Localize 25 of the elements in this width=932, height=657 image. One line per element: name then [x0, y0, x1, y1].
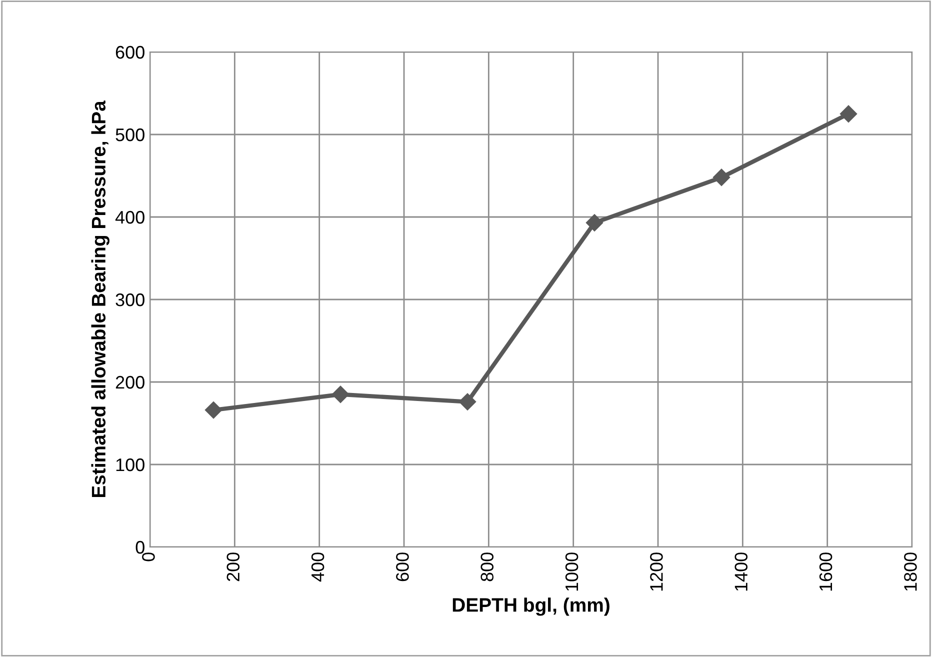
x-tick-label: 1600	[819, 552, 832, 591]
x-tick-label: 200	[226, 552, 240, 582]
x-tick-label: 1800	[904, 552, 917, 591]
y-tick-label: 500	[116, 128, 144, 142]
point	[840, 105, 858, 122]
y-tick-label: 100	[116, 458, 144, 472]
point	[204, 402, 222, 419]
x-tick-label: 400	[311, 552, 324, 582]
point	[332, 386, 350, 403]
point	[458, 393, 476, 410]
x-tick-label: 1200	[650, 552, 663, 591]
x-axis-title: DEPTH bgl, (mm)	[452, 598, 610, 616]
y-tick-label: 600	[116, 46, 144, 59]
y-tick-label: 200	[116, 376, 144, 389]
y-tick-label: 300	[116, 293, 144, 306]
x-tick-label: 600	[396, 552, 409, 582]
x-tick-label: 1000	[565, 552, 578, 591]
y-tick-label: 0	[136, 540, 144, 554]
x-tick-label: 800	[480, 552, 494, 582]
x-tick-label: 1400	[734, 552, 748, 591]
y-tick-label: 400	[115, 210, 144, 224]
point	[712, 168, 730, 186]
x-tick-label: 0	[142, 552, 155, 562]
point	[586, 214, 604, 232]
y-axis-title: Estimated allowable Bearing Pressure, kPa	[91, 100, 110, 498]
